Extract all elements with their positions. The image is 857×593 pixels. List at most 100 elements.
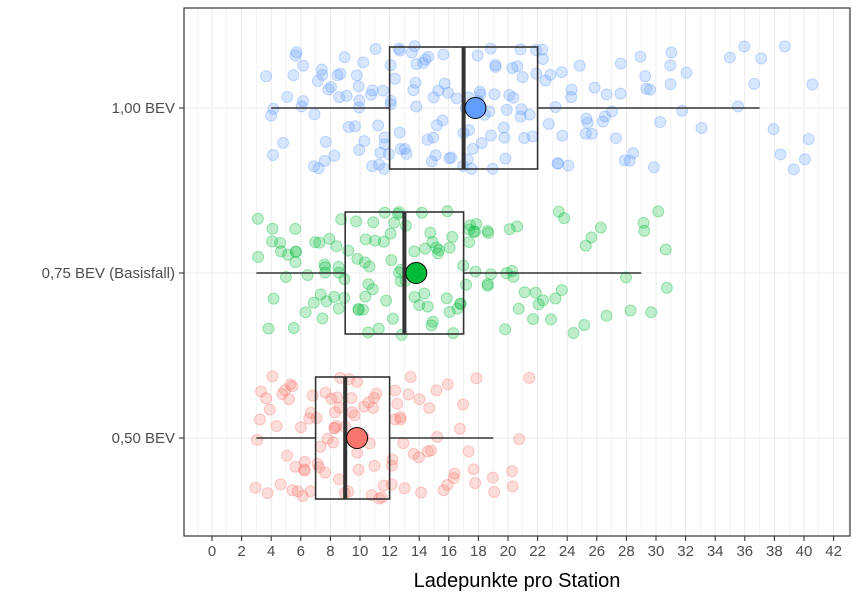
- data-point: [397, 437, 410, 450]
- data-point: [425, 319, 438, 332]
- data-point: [384, 227, 397, 240]
- data-point: [301, 269, 314, 282]
- x-tick-label: 16: [440, 543, 457, 560]
- x-tick-label: 14: [411, 543, 428, 560]
- data-point: [380, 294, 393, 307]
- data-point: [463, 236, 476, 249]
- data-point: [637, 216, 650, 229]
- data-point: [318, 258, 331, 271]
- data-point: [436, 114, 449, 127]
- data-point: [486, 471, 499, 484]
- data-point: [748, 77, 761, 90]
- data-point: [676, 104, 689, 117]
- data-point: [289, 245, 302, 258]
- data-point: [392, 42, 405, 55]
- data-point: [421, 445, 434, 458]
- data-point: [695, 121, 708, 134]
- data-point: [618, 154, 631, 167]
- data-point: [328, 406, 341, 419]
- data-point: [267, 292, 280, 305]
- data-point: [638, 224, 651, 237]
- data-point: [359, 290, 372, 303]
- data-point: [384, 98, 397, 111]
- data-point: [331, 69, 344, 82]
- data-point: [325, 392, 338, 405]
- data-point: [507, 270, 520, 283]
- data-point: [408, 245, 421, 258]
- data-point: [448, 467, 461, 480]
- data-point: [654, 116, 667, 129]
- data-point: [319, 261, 332, 274]
- data-point: [565, 91, 578, 104]
- data-point: [481, 278, 494, 291]
- data-point: [680, 66, 693, 79]
- data-point: [313, 461, 326, 474]
- data-point: [328, 421, 341, 434]
- data-point: [664, 59, 677, 72]
- data-point: [537, 294, 550, 307]
- data-point: [345, 392, 358, 405]
- data-point: [298, 455, 311, 468]
- data-point: [297, 463, 310, 476]
- data-point: [542, 117, 555, 130]
- data-point: [287, 69, 300, 82]
- data-point: [426, 235, 439, 248]
- data-point: [378, 162, 391, 175]
- data-point: [370, 387, 383, 400]
- data-point: [609, 132, 622, 145]
- data-point: [430, 119, 443, 132]
- data-point: [419, 53, 432, 66]
- data-point: [270, 420, 283, 433]
- data-point: [415, 206, 428, 219]
- data-point: [549, 292, 562, 305]
- data-point: [398, 143, 411, 156]
- data-point: [513, 433, 526, 446]
- data-point: [598, 110, 611, 123]
- data-point: [249, 481, 262, 494]
- x-tick-label: 40: [796, 543, 813, 560]
- mean-marker: [464, 97, 487, 119]
- data-point: [281, 449, 294, 462]
- data-point: [417, 56, 430, 69]
- data-point: [600, 88, 613, 101]
- data-point: [431, 247, 444, 260]
- data-point: [623, 154, 636, 167]
- data-point: [252, 250, 265, 263]
- data-point: [372, 119, 385, 132]
- data-point: [558, 212, 571, 225]
- data-point: [261, 487, 274, 500]
- data-point: [489, 59, 502, 72]
- data-point: [614, 87, 627, 100]
- data-point: [308, 108, 321, 121]
- data-point: [499, 152, 512, 165]
- x-tick-label: 18: [470, 543, 487, 560]
- data-point: [410, 100, 423, 113]
- data-point: [506, 62, 519, 75]
- data-point: [659, 243, 672, 256]
- data-point: [352, 80, 365, 93]
- data-point: [351, 252, 364, 265]
- x-tick-label: 34: [707, 543, 724, 560]
- data-point: [402, 388, 415, 401]
- data-point: [362, 326, 375, 339]
- data-point: [322, 83, 335, 96]
- data-point: [311, 74, 324, 87]
- data-point: [286, 380, 299, 393]
- data-point: [365, 88, 378, 101]
- data-point: [404, 370, 417, 383]
- data-point: [579, 127, 592, 140]
- data-point: [552, 205, 565, 218]
- data-point: [299, 306, 312, 319]
- data-point: [507, 91, 520, 104]
- data-point: [391, 397, 404, 410]
- data-point: [640, 82, 653, 95]
- data-point: [440, 292, 453, 305]
- data-point: [266, 370, 279, 383]
- data-point: [515, 103, 528, 116]
- x-tick-label: 42: [825, 543, 842, 560]
- data-point: [394, 413, 407, 426]
- data-point: [469, 265, 482, 278]
- data-point: [366, 283, 379, 296]
- data-point: [394, 411, 407, 424]
- data-point: [755, 52, 768, 65]
